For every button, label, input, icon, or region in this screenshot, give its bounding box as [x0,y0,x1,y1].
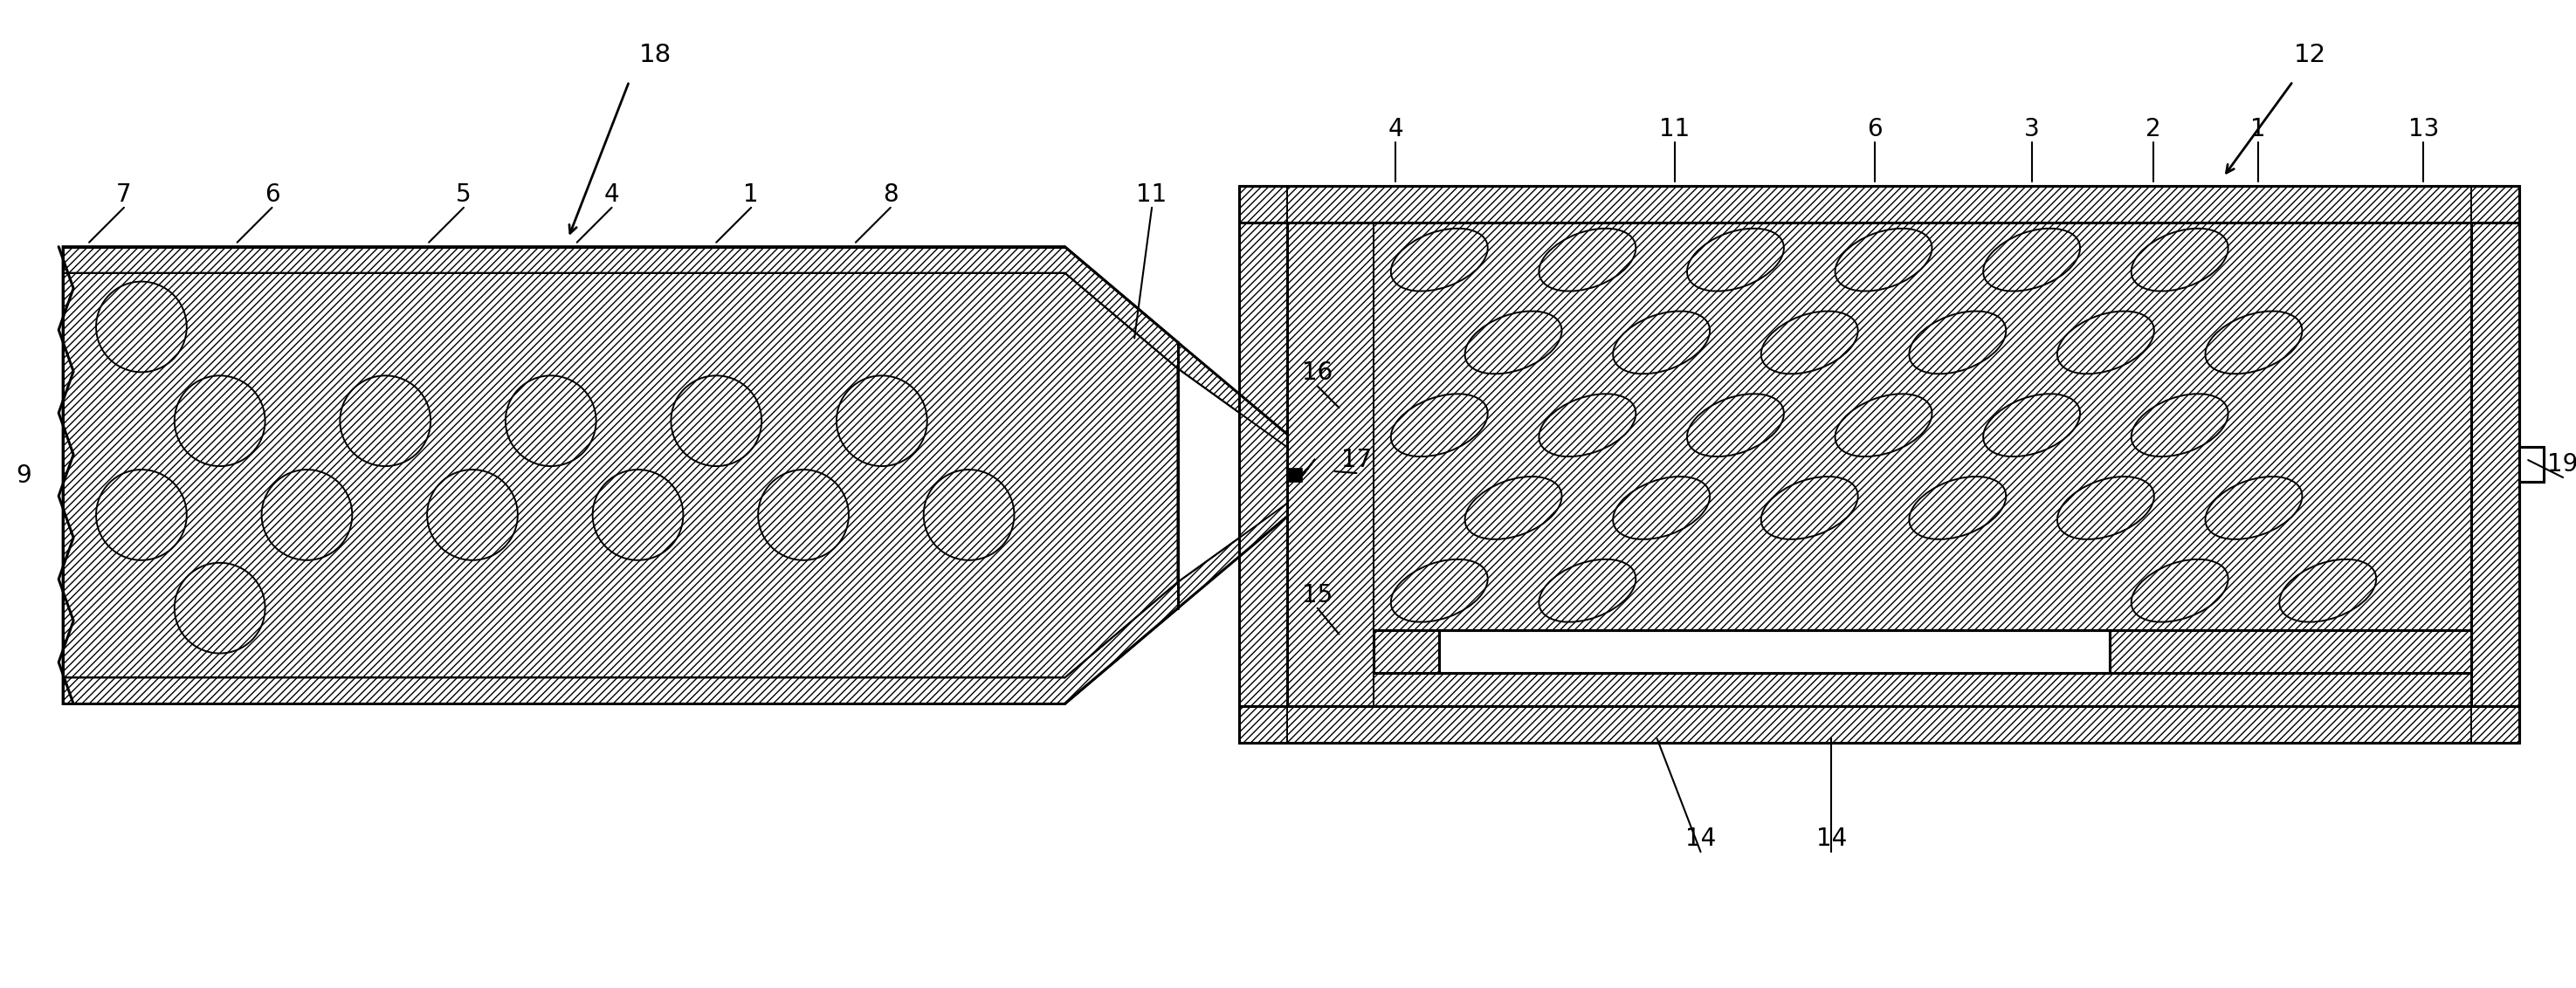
Bar [2470,186,2519,743]
Bar [1239,186,2519,222]
Ellipse shape [2130,394,2228,456]
Text: 14: 14 [1816,827,1847,851]
Ellipse shape [1909,311,2007,373]
Text: 9: 9 [15,463,31,488]
Ellipse shape [2205,476,2303,539]
Bar [1440,629,2110,674]
Circle shape [175,563,265,653]
Text: 11: 11 [1659,117,1690,141]
Bar [2519,447,2545,482]
Circle shape [263,469,353,560]
Bar [1288,222,1373,706]
Ellipse shape [1538,559,1636,622]
Circle shape [925,469,1015,560]
Ellipse shape [1762,476,1857,539]
Circle shape [592,469,683,560]
Circle shape [505,375,595,466]
Ellipse shape [1909,476,2007,539]
Text: 1: 1 [2251,117,2267,141]
Ellipse shape [1613,476,1710,539]
Bar [1288,222,2470,706]
Ellipse shape [1687,228,1785,291]
Text: 15: 15 [1301,583,1332,608]
Text: 6: 6 [1868,117,1883,141]
Bar [1239,186,1288,743]
Ellipse shape [1466,311,1561,373]
Circle shape [95,282,185,372]
Ellipse shape [1538,394,1636,456]
Bar [1239,706,2519,743]
Ellipse shape [1391,559,1489,622]
Text: 2: 2 [2146,117,2161,141]
Text: 14: 14 [1685,827,1716,851]
Circle shape [757,469,848,560]
Text: 18: 18 [639,42,672,67]
Bar [1239,186,2519,743]
Text: 11: 11 [1136,182,1167,206]
Text: 3: 3 [2025,117,2040,141]
Ellipse shape [1466,476,1561,539]
Bar [1288,468,1301,482]
Text: 4: 4 [605,182,618,206]
Ellipse shape [2058,311,2154,373]
Ellipse shape [2280,559,2375,622]
Circle shape [175,375,265,466]
Text: 8: 8 [884,182,899,206]
Circle shape [428,469,518,560]
Ellipse shape [2130,559,2228,622]
Ellipse shape [2205,311,2303,373]
Polygon shape [62,247,1177,703]
Text: 5: 5 [456,182,471,206]
Polygon shape [62,582,1177,703]
Text: 16: 16 [1301,361,1332,385]
Ellipse shape [1613,311,1710,373]
Polygon shape [1177,504,1288,608]
Circle shape [95,469,185,560]
Ellipse shape [1391,228,1489,291]
Ellipse shape [1834,228,1932,291]
Ellipse shape [1687,394,1785,456]
Ellipse shape [1391,394,1489,456]
Text: 17: 17 [1342,448,1373,472]
Ellipse shape [2058,476,2154,539]
Text: 1: 1 [744,182,760,206]
Bar [1373,629,2470,674]
Ellipse shape [1984,228,2079,291]
Text: 7: 7 [116,182,131,206]
Polygon shape [1177,343,1288,447]
Ellipse shape [1762,311,1857,373]
Polygon shape [62,247,1177,369]
Text: 6: 6 [265,182,281,206]
Circle shape [837,375,927,466]
Circle shape [670,375,762,466]
Ellipse shape [2130,228,2228,291]
Text: 4: 4 [1388,117,1404,141]
Text: 13: 13 [2409,117,2439,141]
Ellipse shape [1834,394,1932,456]
Text: 19: 19 [2548,453,2576,476]
Text: 12: 12 [2295,42,2326,67]
Ellipse shape [1538,228,1636,291]
Circle shape [340,375,430,466]
Ellipse shape [1984,394,2079,456]
